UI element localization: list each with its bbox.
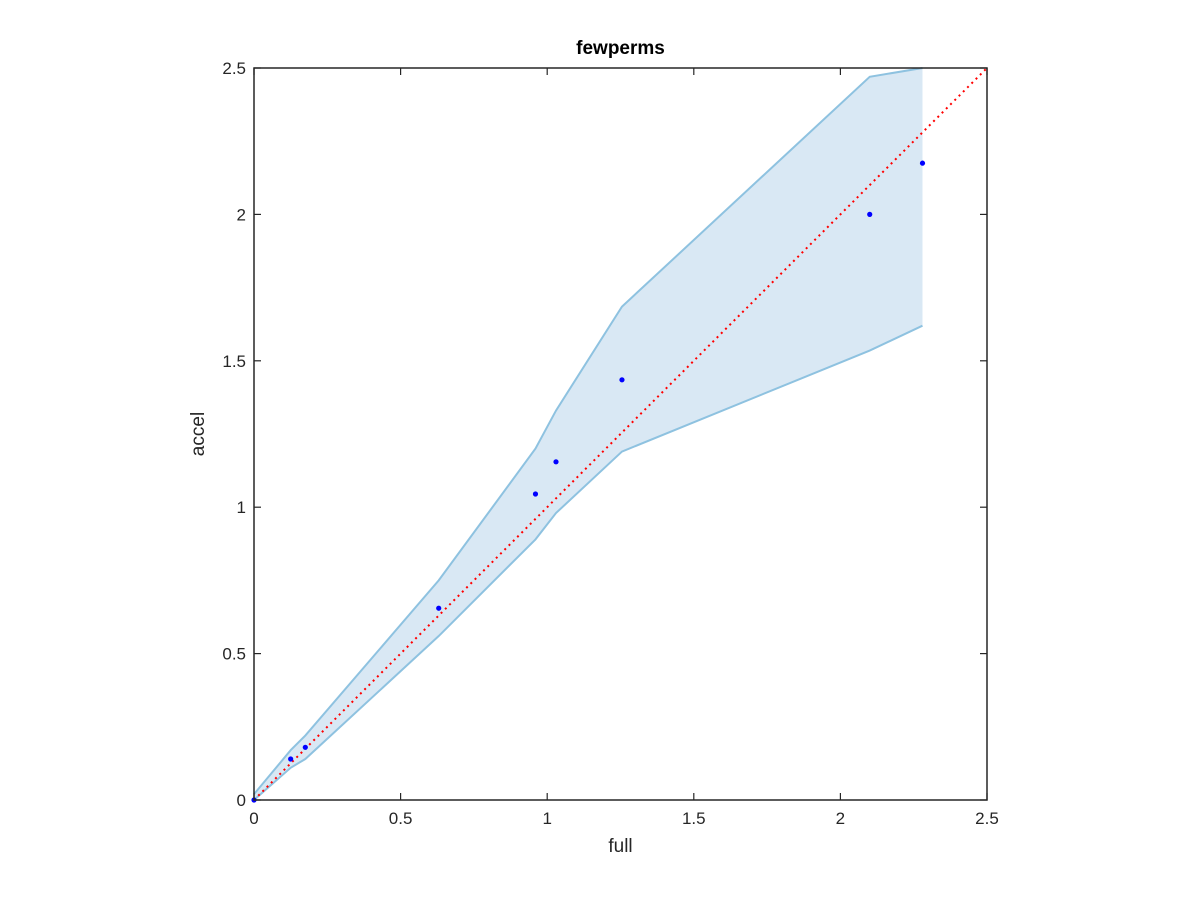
plot-area: 0 0.5 1 1.5 2 2.5 0 0.5 1 1.5 2 2.5 <box>222 59 998 828</box>
x-axis-label: full <box>608 836 632 857</box>
y-tick-label: 2.5 <box>222 59 246 78</box>
y-tick-label: 0.5 <box>222 645 246 664</box>
x-tick-label: 2.5 <box>975 809 999 828</box>
band-lower-edge <box>253 324 923 801</box>
y-axis-label: accel <box>188 412 209 456</box>
x-tick-label: 1.5 <box>682 809 706 828</box>
data-point <box>532 491 539 497</box>
band-upper-edge <box>253 67 923 795</box>
confidence-band <box>254 68 923 800</box>
data-point <box>288 756 294 762</box>
x-tick-label: 2 <box>836 809 845 828</box>
y-tick-label: 1 <box>237 498 246 517</box>
data-point <box>553 459 559 465</box>
reference-line <box>253 67 988 801</box>
y-tick-label: 1.5 <box>222 352 246 371</box>
data-point <box>619 377 625 383</box>
x-tick-label: 1 <box>542 809 551 828</box>
plot-frame <box>253 67 988 801</box>
data-point <box>436 605 442 611</box>
data-point <box>919 160 926 166</box>
x-tick-label: 0.5 <box>389 809 413 828</box>
data-point <box>302 744 308 750</box>
data-points <box>251 160 926 803</box>
axis-ticks: 0 0.5 1 1.5 2 2.5 0 0.5 1 1.5 2 2.5 <box>222 59 998 828</box>
x-tick-label: 0 <box>249 809 258 828</box>
y-tick-label: 2 <box>237 205 246 224</box>
data-point <box>867 211 873 217</box>
y-tick-label: 0 <box>237 791 246 810</box>
chart-title: fewperms <box>576 38 665 59</box>
